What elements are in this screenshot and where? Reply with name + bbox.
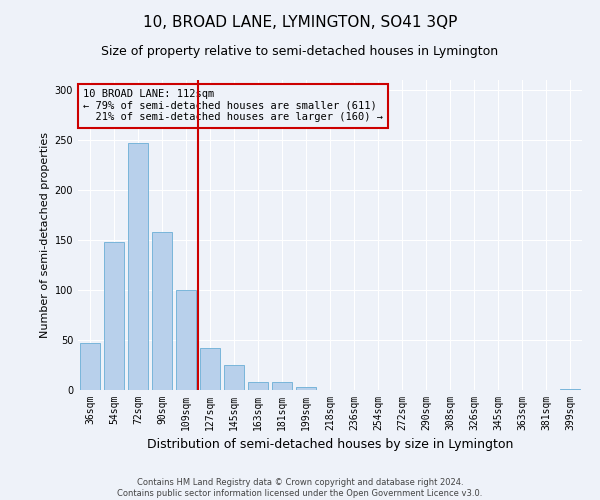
Bar — [176, 290, 196, 390]
Y-axis label: Number of semi-detached properties: Number of semi-detached properties — [40, 132, 50, 338]
Bar — [80, 343, 100, 390]
Bar — [296, 387, 316, 390]
Bar — [224, 365, 244, 390]
Bar — [200, 348, 220, 390]
Text: 10 BROAD LANE: 112sqm
← 79% of semi-detached houses are smaller (611)
  21% of s: 10 BROAD LANE: 112sqm ← 79% of semi-deta… — [83, 90, 383, 122]
Bar — [104, 242, 124, 390]
Bar — [128, 143, 148, 390]
X-axis label: Distribution of semi-detached houses by size in Lymington: Distribution of semi-detached houses by … — [147, 438, 513, 452]
Text: Contains HM Land Registry data © Crown copyright and database right 2024.
Contai: Contains HM Land Registry data © Crown c… — [118, 478, 482, 498]
Bar — [152, 232, 172, 390]
Text: Size of property relative to semi-detached houses in Lymington: Size of property relative to semi-detach… — [101, 45, 499, 58]
Bar — [272, 382, 292, 390]
Bar — [248, 382, 268, 390]
Text: 10, BROAD LANE, LYMINGTON, SO41 3QP: 10, BROAD LANE, LYMINGTON, SO41 3QP — [143, 15, 457, 30]
Bar — [560, 389, 580, 390]
